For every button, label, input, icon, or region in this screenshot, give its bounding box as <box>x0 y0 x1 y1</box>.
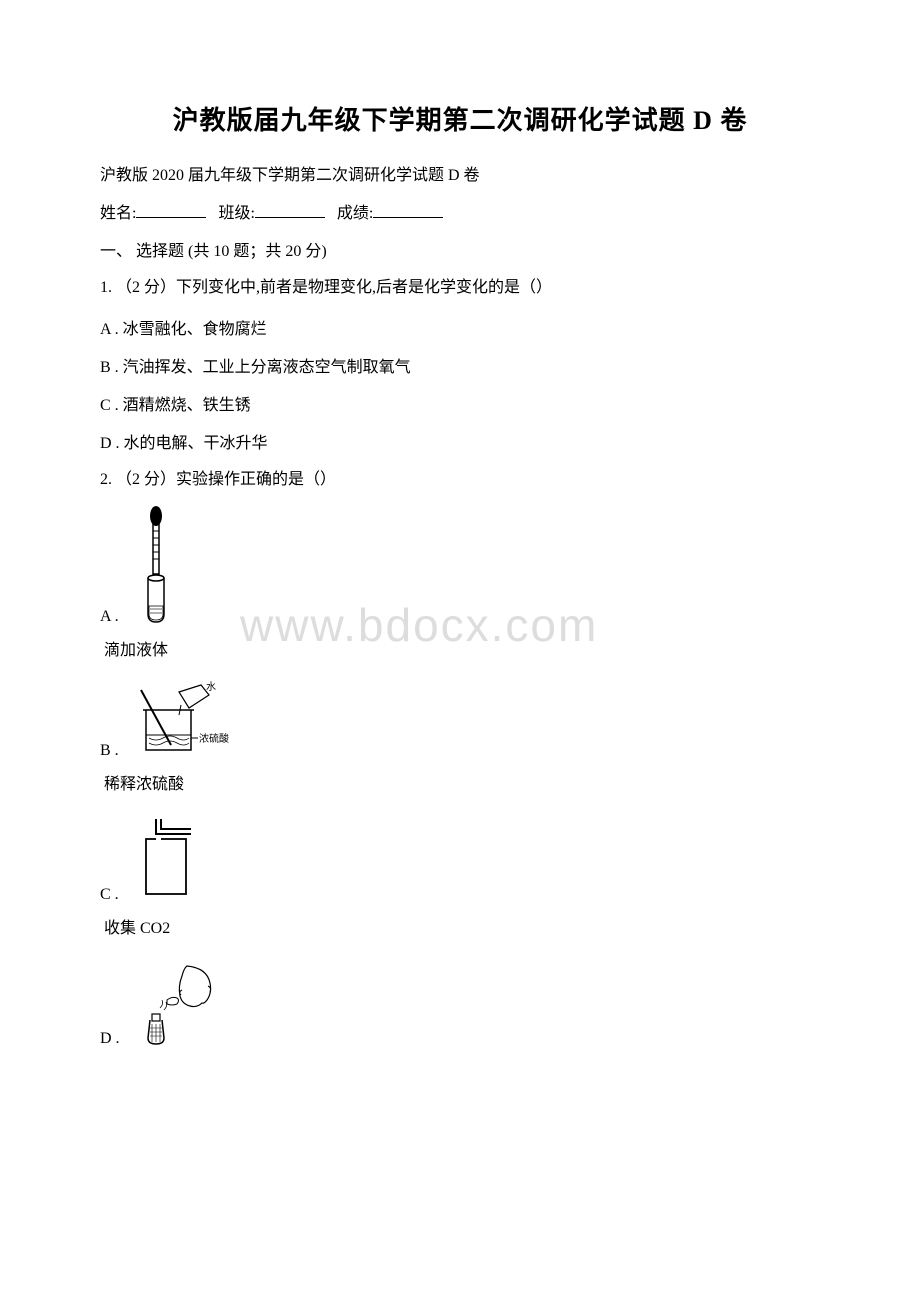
option-d-label: D . <box>100 1030 120 1048</box>
student-info-line: 姓名: 班级: 成绩: <box>100 199 820 223</box>
svg-text:浓硫酸: 浓硫酸 <box>199 732 229 745</box>
option-b-label: B . <box>100 742 119 760</box>
score-blank <box>373 217 443 218</box>
question-1-option-a: A . 冰雪融化、食物腐烂 <box>100 315 820 339</box>
question-1-option-d: D . 水的电解、干冰升华 <box>100 429 820 453</box>
question-2-option-c: C . <box>100 814 820 904</box>
question-2-option-d: D . <box>100 958 820 1048</box>
option-c-label: C . <box>100 886 119 904</box>
question-1-option-c: C . 酒精燃烧、铁生锈 <box>100 391 820 415</box>
class-blank <box>255 217 325 218</box>
name-blank <box>136 217 206 218</box>
option-b-caption: 稀释浓硫酸 <box>104 770 820 794</box>
question-2-text: 2. （2 分）实验操作正确的是（） <box>100 467 820 493</box>
score-label: 成绩: <box>337 205 373 222</box>
page-title: 沪教版届九年级下学期第二次调研化学试题 D 卷 <box>100 100 820 137</box>
svg-text:水: 水 <box>206 681 216 693</box>
smell-gas-diagram <box>132 958 222 1048</box>
class-label: 班级: <box>218 205 254 222</box>
dropper-diagram <box>131 506 181 626</box>
option-a-caption: 滴加液体 <box>104 636 820 660</box>
section-1-header: 一、 选择题 (共 10 题；共 20 分) <box>100 237 820 261</box>
question-1-option-b: B . 汽油挥发、工业上分离液态空气制取氧气 <box>100 353 820 377</box>
gas-collection-diagram <box>131 814 211 904</box>
question-2-option-b: B . 水 浓硫酸 <box>100 680 820 760</box>
subtitle: 沪教版 2020 届九年级下学期第二次调研化学试题 D 卷 <box>100 161 820 185</box>
question-2-option-a: A . <box>100 506 820 626</box>
option-a-label: A . <box>100 608 119 626</box>
question-1-text: 1. （2 分）下列变化中,前者是物理变化,后者是化学变化的是（） <box>100 275 820 301</box>
name-label: 姓名: <box>100 205 136 222</box>
dilution-diagram: 水 浓硫酸 <box>131 680 241 760</box>
option-c-caption: 收集 CO2 <box>104 914 820 938</box>
